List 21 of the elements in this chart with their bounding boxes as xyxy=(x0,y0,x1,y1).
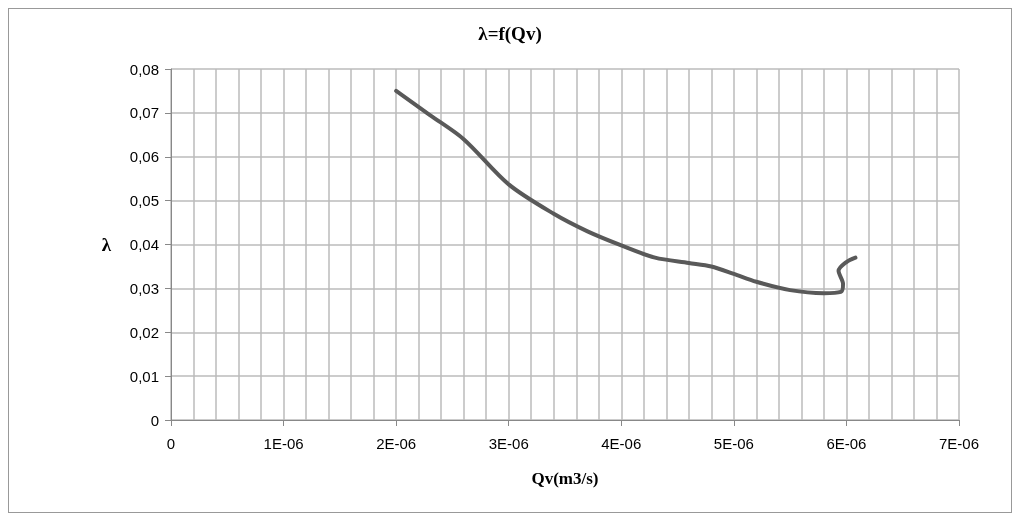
x-tick-label: 0 xyxy=(166,435,176,452)
y-tick-label: 0,07 xyxy=(129,104,159,122)
y-tick-label: 0,01 xyxy=(129,367,159,385)
x-tick-label: 7E-06 xyxy=(938,435,980,452)
x-tick-label: 6E-06 xyxy=(826,435,867,452)
x-tick-label: 1E-06 xyxy=(263,435,304,452)
y-tick-label: 0,05 xyxy=(129,192,159,210)
y-tick-label: 0,08 xyxy=(129,60,159,78)
y-tick-label: 0,03 xyxy=(129,279,159,297)
chart-title: λ=f(Qv) xyxy=(478,23,542,45)
y-axis-title: λ xyxy=(101,234,112,255)
x-tick-label: 4E-06 xyxy=(601,435,642,452)
x-tick-label: 5E-06 xyxy=(713,435,754,452)
line-series xyxy=(394,88,858,296)
y-tick-label: 0,04 xyxy=(129,236,159,253)
y-tick-label: 0 xyxy=(150,411,159,429)
x-axis-title: Qv(m3/s) xyxy=(531,469,599,488)
x-tick-label: 2E-06 xyxy=(376,435,417,452)
x-tick-label: 3E-06 xyxy=(488,435,529,452)
y-tick-label: 0,02 xyxy=(129,323,159,341)
y-tick-label: 0,06 xyxy=(129,148,159,166)
